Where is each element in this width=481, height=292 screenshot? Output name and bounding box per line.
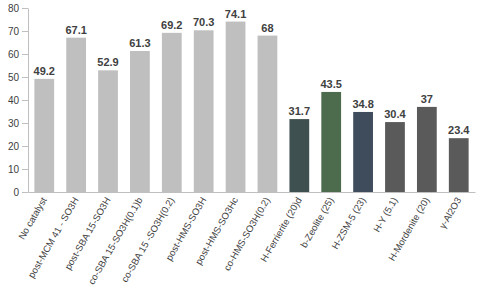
bars xyxy=(34,22,468,192)
x-tick: No catalyst xyxy=(16,192,49,241)
data-label: 37 xyxy=(421,93,433,105)
bar xyxy=(449,138,469,192)
bar xyxy=(385,122,405,192)
bar xyxy=(321,92,341,192)
bar xyxy=(417,107,437,192)
y-tick-mark xyxy=(22,54,28,55)
y-tick-label: 30 xyxy=(8,118,20,129)
data-label: 49.2 xyxy=(34,65,55,77)
x-tick-label: H-Ferrierite (20)d xyxy=(258,195,304,264)
y-tick-label: 40 xyxy=(8,95,20,106)
bar xyxy=(289,119,309,192)
x-axis: No catalystpost-MCM 41 - SO3Hpost-SBA 15… xyxy=(16,192,476,286)
x-tick: co-SBA 15-SO3H(0.1)b xyxy=(86,192,145,286)
data-label: 31.7 xyxy=(289,105,310,117)
bar xyxy=(162,33,182,192)
data-label: 74.1 xyxy=(225,8,246,20)
bar xyxy=(353,112,373,192)
y-axis-line xyxy=(28,9,29,193)
x-tick-label: H-Y (5.1) xyxy=(371,195,400,234)
data-label: 61.3 xyxy=(129,37,150,49)
data-label: 52.9 xyxy=(97,56,118,68)
y-tick-mark xyxy=(22,192,28,193)
x-tick-label: b-Zeolite (25) xyxy=(298,195,336,249)
x-tick: co-SBA 15 -SO3H(0.2) xyxy=(119,192,177,284)
y-tick-label: 0 xyxy=(13,187,19,198)
y-tick: 10 xyxy=(8,164,28,175)
y-tick-mark xyxy=(22,123,28,124)
y-tick-mark xyxy=(22,8,28,9)
y-tick: 70 xyxy=(8,26,28,37)
bar xyxy=(258,36,278,192)
bar xyxy=(34,79,54,192)
y-tick-label: 70 xyxy=(8,26,20,37)
y-tick-label: 20 xyxy=(8,141,20,152)
x-tick-label: co-SBA 15-SO3H(0.1)b xyxy=(86,195,145,286)
y-tick-mark xyxy=(22,31,28,32)
x-tick: γ-Al2O3 xyxy=(437,192,464,230)
plot: 0 10 20 30 40 50 60 70 80 No catalystpost-MCM 41 … xyxy=(8,3,476,286)
y-tick-label: 80 xyxy=(8,3,20,14)
data-label: 43.5 xyxy=(320,78,341,90)
y-tick: 0 xyxy=(13,187,28,198)
chart: 0 10 20 30 40 50 60 70 80 No catalystpost-MCM 41 … xyxy=(0,0,481,292)
bar xyxy=(66,38,86,192)
y-tick: 20 xyxy=(8,141,28,152)
y-tick-mark xyxy=(22,77,28,78)
y-tick-mark xyxy=(22,100,28,101)
bar xyxy=(194,30,214,192)
bar xyxy=(98,70,118,192)
data-label: 67.1 xyxy=(65,24,86,36)
x-tick: H-ZSM-5 (23) xyxy=(329,192,368,251)
x-tick-label: H-Mordenite (20) xyxy=(386,195,431,263)
x-axis-line xyxy=(29,192,476,193)
data-label: 70.3 xyxy=(193,16,214,28)
data-label: 30.4 xyxy=(384,108,406,120)
x-tick: b-Zeolite (25) xyxy=(298,192,336,250)
bar xyxy=(130,51,150,192)
y-tick-label: 60 xyxy=(8,49,20,60)
x-tick: H-Mordenite (20) xyxy=(386,192,431,263)
y-tick: 60 xyxy=(8,49,28,60)
y-tick: 40 xyxy=(8,95,28,106)
x-tick-label: H-ZSM-5 (23) xyxy=(329,195,368,251)
data-label: 23.4 xyxy=(448,124,470,136)
x-tick: H-Y (5.1) xyxy=(371,192,400,234)
y-tick: 30 xyxy=(8,118,28,129)
y-tick-label: 50 xyxy=(8,72,20,83)
data-label: 34.8 xyxy=(352,98,373,110)
x-tick-label: No catalyst xyxy=(16,195,49,242)
x-tick: H-Ferrierite (20)d xyxy=(258,192,304,264)
y-tick: 80 xyxy=(8,3,28,14)
data-labels: 49.2 67.1 52.9 61.3 69.2 70.3 74.1 68 31.7 43.5 34… xyxy=(34,8,471,137)
data-label: 69.2 xyxy=(161,19,182,31)
y-tick: 50 xyxy=(8,72,28,83)
y-tick-mark xyxy=(22,146,28,147)
y-tick-mark xyxy=(22,169,28,170)
bar xyxy=(226,22,246,192)
y-tick-label: 10 xyxy=(8,164,20,175)
x-tick-label: co-SBA 15 -SO3H(0.2) xyxy=(119,195,177,284)
y-axis: 0 10 20 30 40 50 60 70 80 xyxy=(8,3,29,198)
x-tick-label: γ-Al2O3 xyxy=(437,195,464,230)
data-label: 68 xyxy=(261,22,273,34)
